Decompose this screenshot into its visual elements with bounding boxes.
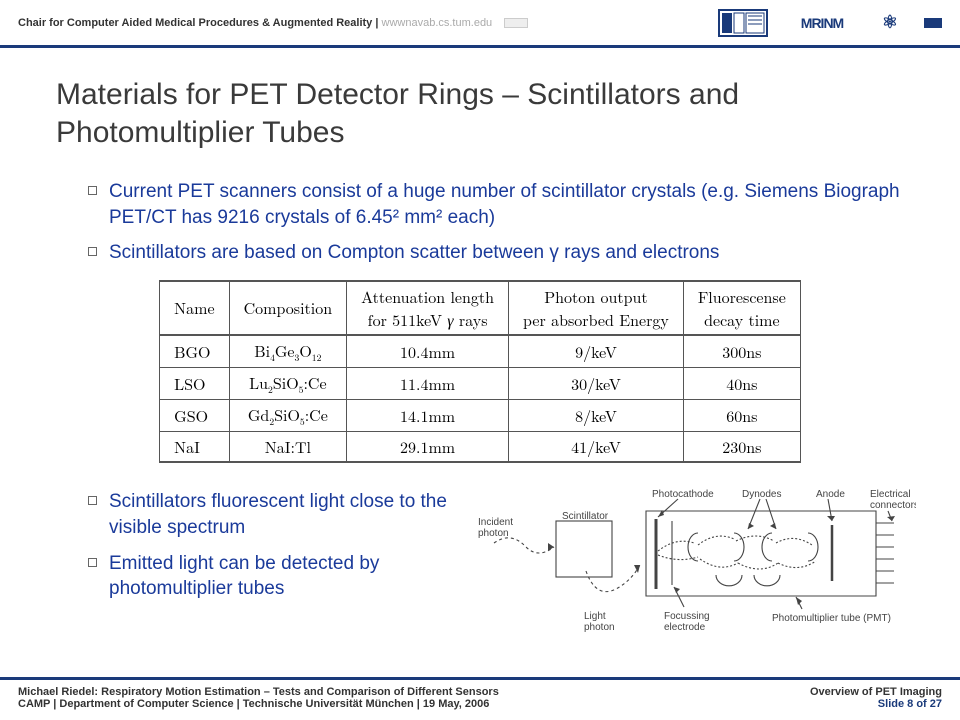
logo-row: MRINM ⚛	[718, 9, 942, 37]
cell: Lu2SiO5:Ce	[229, 368, 347, 400]
label-elec2: connectors	[870, 500, 916, 511]
corner-marker-icon	[924, 18, 942, 28]
mrinm-text: MRINM	[801, 15, 843, 31]
top-bullets: Current PET scanners consist of a huge n…	[88, 179, 904, 266]
footer-section: Overview of PET Imaging	[810, 686, 942, 698]
label-light2: photon	[584, 622, 615, 633]
cell: 9/keV	[509, 335, 684, 368]
label-incident2: photon	[478, 528, 509, 539]
header-bar: Chair for Computer Aided Medical Procedu…	[0, 0, 960, 48]
cell: 8/keV	[509, 400, 684, 432]
cell: 29.1mm	[347, 432, 509, 463]
label-elec1: Electrical	[870, 489, 911, 500]
bullet-icon	[88, 558, 97, 567]
footer-line2: CAMP | Department of Computer Science | …	[18, 698, 499, 710]
cell: 60ns	[683, 400, 800, 432]
cell: GSO	[160, 400, 229, 432]
chair-sep: |	[372, 17, 381, 29]
label-pmt: Photomultiplier tube (PMT)	[772, 613, 891, 624]
slide-content: Materials for PET Detector Rings – Scint…	[0, 48, 960, 641]
cell: 11.4mm	[347, 368, 509, 400]
mrinm-logo-icon: MRINM	[782, 9, 862, 37]
footer-left: Michael Riedel: Respiratory Motion Estim…	[18, 686, 499, 710]
label-scint: Scintillator	[562, 511, 609, 522]
header-marker-icon	[504, 18, 528, 28]
list-item: Emitted light can be detected by photomu…	[88, 551, 468, 602]
atom-logo-icon: ⚛	[876, 9, 904, 37]
footer-right: Overview of PET Imaging Slide 8 of 27	[810, 686, 942, 710]
col-photon: Photon outputper absorbed Energy	[509, 281, 684, 335]
label-anode: Anode	[816, 489, 845, 500]
footer-line1: Michael Riedel: Respiratory Motion Estim…	[18, 686, 499, 698]
footer-bar: Michael Riedel: Respiratory Motion Estim…	[0, 677, 960, 720]
cell: Gd2SiO5:Ce	[229, 400, 347, 432]
cell: 14.1mm	[347, 400, 509, 432]
table-row: LSOLu2SiO5:Ce11.4mm30/keV40ns	[160, 368, 801, 400]
cell: NaI	[160, 432, 229, 463]
cell: LSO	[160, 368, 229, 400]
list-item: Scintillators are based on Compton scatt…	[88, 240, 904, 266]
cell: 10.4mm	[347, 335, 509, 368]
bullet-icon	[88, 496, 97, 505]
table-body: BGOBi4Ge3O1210.4mm9/keV300ns LSOLu2SiO5:…	[160, 335, 801, 463]
chair-text: Chair for Computer Aided Medical Procedu…	[18, 17, 372, 29]
list-item: Current PET scanners consist of a huge n…	[88, 179, 904, 230]
label-photocath: Photocathode	[652, 489, 714, 500]
lower-row: Scintillators fluorescent light close to…	[56, 481, 904, 641]
col-comp: Composition	[229, 281, 347, 335]
cell: 41/keV	[509, 432, 684, 463]
bullet-text: Scintillators are based on Compton scatt…	[109, 240, 719, 266]
bullet-icon	[88, 247, 97, 256]
cell: Bi4Ge3O12	[229, 335, 347, 368]
label-focus1: Focussing	[664, 611, 710, 622]
scintillator-table: Name Composition Attenuation lengthfor 5…	[159, 280, 801, 464]
table-row: NaINaI:Tl29.1mm41/keV230ns	[160, 432, 801, 463]
bullet-text: Emitted light can be detected by photomu…	[109, 551, 468, 602]
col-atten: Attenuation lengthfor 511keV γ rays	[347, 281, 509, 335]
bullet-text: Scintillators fluorescent light close to…	[109, 489, 468, 540]
list-item: Scintillators fluorescent light close to…	[88, 489, 468, 540]
label-focus2: electrode	[664, 622, 706, 633]
bullet-text: Current PET scanners consist of a huge n…	[109, 179, 904, 230]
chair-url: wwwnavab.cs.tum.edu	[382, 17, 493, 29]
table-row: BGOBi4Ge3O1210.4mm9/keV300ns	[160, 335, 801, 368]
label-dynodes: Dynodes	[742, 489, 781, 500]
cell: BGO	[160, 335, 229, 368]
cell: 40ns	[683, 368, 800, 400]
cell: NaI:Tl	[229, 432, 347, 463]
footer-slide: Slide 8 of 27	[810, 698, 942, 710]
cell: 230ns	[683, 432, 800, 463]
label-incident: Incident	[478, 517, 513, 528]
pmt-diagram: Incident photon Scintillator Light photo…	[476, 481, 916, 641]
atom-glyph: ⚛	[882, 12, 898, 33]
bullet-icon	[88, 186, 97, 195]
table-header-row: Name Composition Attenuation lengthfor 5…	[160, 281, 801, 335]
col-name: Name	[160, 281, 229, 335]
camp-logo-icon	[718, 9, 768, 37]
col-decay: Fluorescensedecay time	[683, 281, 800, 335]
slide-title: Materials for PET Detector Rings – Scint…	[56, 76, 904, 151]
bottom-bullets: Scintillators fluorescent light close to…	[88, 489, 468, 612]
chair-label: Chair for Computer Aided Medical Procedu…	[18, 17, 492, 29]
cell: 30/keV	[509, 368, 684, 400]
table-row: GSOGd2SiO5:Ce14.1mm8/keV60ns	[160, 400, 801, 432]
cell: 300ns	[683, 335, 800, 368]
label-light1: Light	[584, 611, 606, 622]
